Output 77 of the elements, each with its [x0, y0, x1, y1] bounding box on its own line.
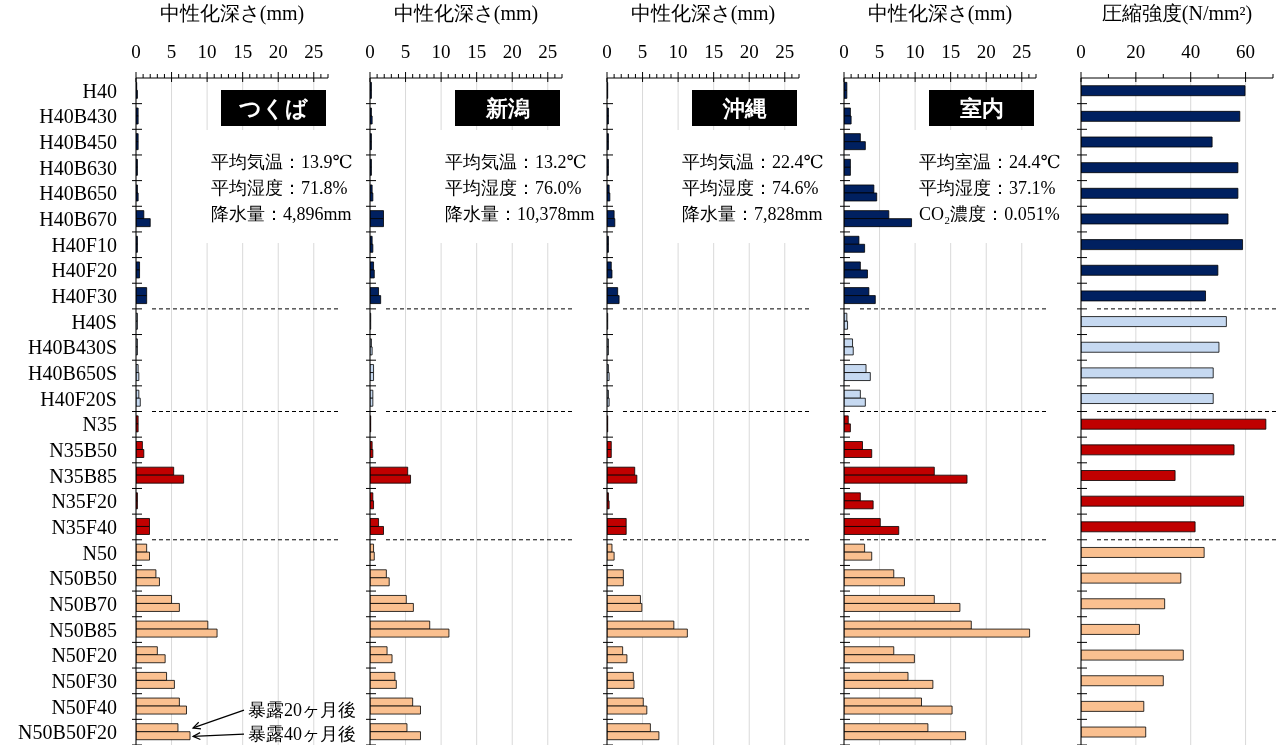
y-tick-label: H40S [71, 310, 117, 333]
x-tick-label: 10 [431, 40, 451, 62]
y-tick-label: H40 [82, 79, 117, 102]
y-tick-label: N35B85 [49, 464, 117, 487]
annotation: 平均湿度：71.8% [211, 178, 348, 198]
x-tick-label: 20 [1126, 40, 1146, 62]
y-tick-label: H40F10 [51, 233, 117, 256]
y-tick-label: H40F20S [40, 387, 117, 410]
annotation: 平均気温：13.9℃ [211, 152, 353, 172]
y-tick-label: H40B430S [28, 336, 117, 359]
text: 沖縄 [721, 95, 767, 121]
x-tick-label: 5 [166, 40, 177, 62]
x-tick-label: 0 [131, 40, 141, 62]
y-tick-label: N50B50 [49, 567, 117, 590]
x-tick-label: 20 [976, 40, 996, 62]
text: 新潟 [484, 95, 530, 121]
y-tick-label: N50B70 [49, 592, 117, 615]
x-axis-title: 中性化深さ(mm) [159, 2, 305, 26]
y-tick-label: H40B650 [39, 182, 117, 205]
y-tick-label: H40B450 [39, 131, 117, 154]
x-tick-label: 5 [874, 40, 885, 62]
y-tick-label: N35F40 [51, 515, 117, 538]
annotation: 降水量：10,378mm [445, 204, 595, 224]
x-tick-label: 25 [304, 40, 324, 62]
x-tick-label: 10 [668, 40, 688, 62]
y-tick-label: N35B50 [49, 438, 117, 461]
x-tick-label: 40 [1181, 40, 1201, 62]
x-tick-label: 20 [502, 40, 522, 62]
x-axis-title: 中性化深さ(mm) [393, 2, 539, 26]
x-axis-title: 中性化深さ(mm) [867, 2, 1013, 26]
x-tick-label: 5 [637, 40, 648, 62]
x-tick-label: 25 [775, 40, 795, 62]
x-tick-label: 10 [905, 40, 925, 62]
x-tick-label: 25 [538, 40, 558, 62]
x-tick-label: 0 [602, 40, 612, 62]
x-tick-label: 5 [400, 40, 411, 62]
y-tick-label: N50F30 [51, 669, 117, 692]
x-tick-label: 0 [1076, 40, 1086, 62]
y-tick-label: H40B650S [28, 362, 117, 385]
x-tick-label: 0 [365, 40, 375, 62]
y-tick-label: N50B85 [49, 618, 117, 641]
y-tick-label: N50F20 [51, 644, 117, 667]
x-tick-label: 15 [704, 40, 724, 62]
x-tick-label: 15 [467, 40, 487, 62]
text: 室内 [959, 95, 1004, 121]
annotation: 平均気温：13.2℃ [445, 152, 587, 172]
x-tick-label: 20 [739, 40, 759, 62]
x-tick-label: 0 [839, 40, 849, 62]
annotation: 平均気温：22.4℃ [682, 152, 824, 172]
x-tick-label: 15 [941, 40, 961, 62]
annotation: 平均湿度：76.0% [445, 178, 582, 198]
x-tick-label: 10 [197, 40, 217, 62]
x-tick-label: 15 [233, 40, 253, 62]
y-tick-label: H40F30 [51, 285, 117, 308]
y-tick-label: N50 [82, 541, 117, 564]
x-tick-label: 25 [1012, 40, 1032, 62]
annotation: 平均湿度：37.1% [919, 178, 1056, 198]
y-tick-label: N50F40 [51, 695, 117, 718]
y-tick-label: H40B630 [39, 156, 117, 179]
x-tick-label: 20 [268, 40, 288, 62]
x-tick-label: 60 [1236, 40, 1256, 62]
y-tick-label: H40B670 [39, 208, 117, 231]
annotation: 降水量：4,896mm [211, 204, 352, 224]
text: つくば [239, 95, 309, 121]
annotation: CO₂濃度：0.051% [919, 204, 1060, 224]
y-tick-label: N50B50F20 [18, 721, 117, 744]
annotation: 平均室温：24.4℃ [919, 152, 1061, 172]
legend-label: 暴露20ヶ月後 [248, 700, 356, 721]
x-axis-title: 中性化深さ(mm) [630, 2, 776, 26]
y-tick-label: N35 [82, 413, 117, 436]
annotation: 降水量：7,828mm [682, 204, 823, 224]
annotation: 平均湿度：74.6% [682, 178, 819, 198]
y-tick-label: H40F20 [51, 259, 117, 282]
y-tick-label: N35F20 [51, 490, 117, 513]
y-tick-label: H40B430 [39, 105, 117, 128]
x-axis-title: 圧縮強度(N/mm²) [1101, 2, 1253, 26]
legend-label: 暴露40ヶ月後 [248, 724, 356, 745]
